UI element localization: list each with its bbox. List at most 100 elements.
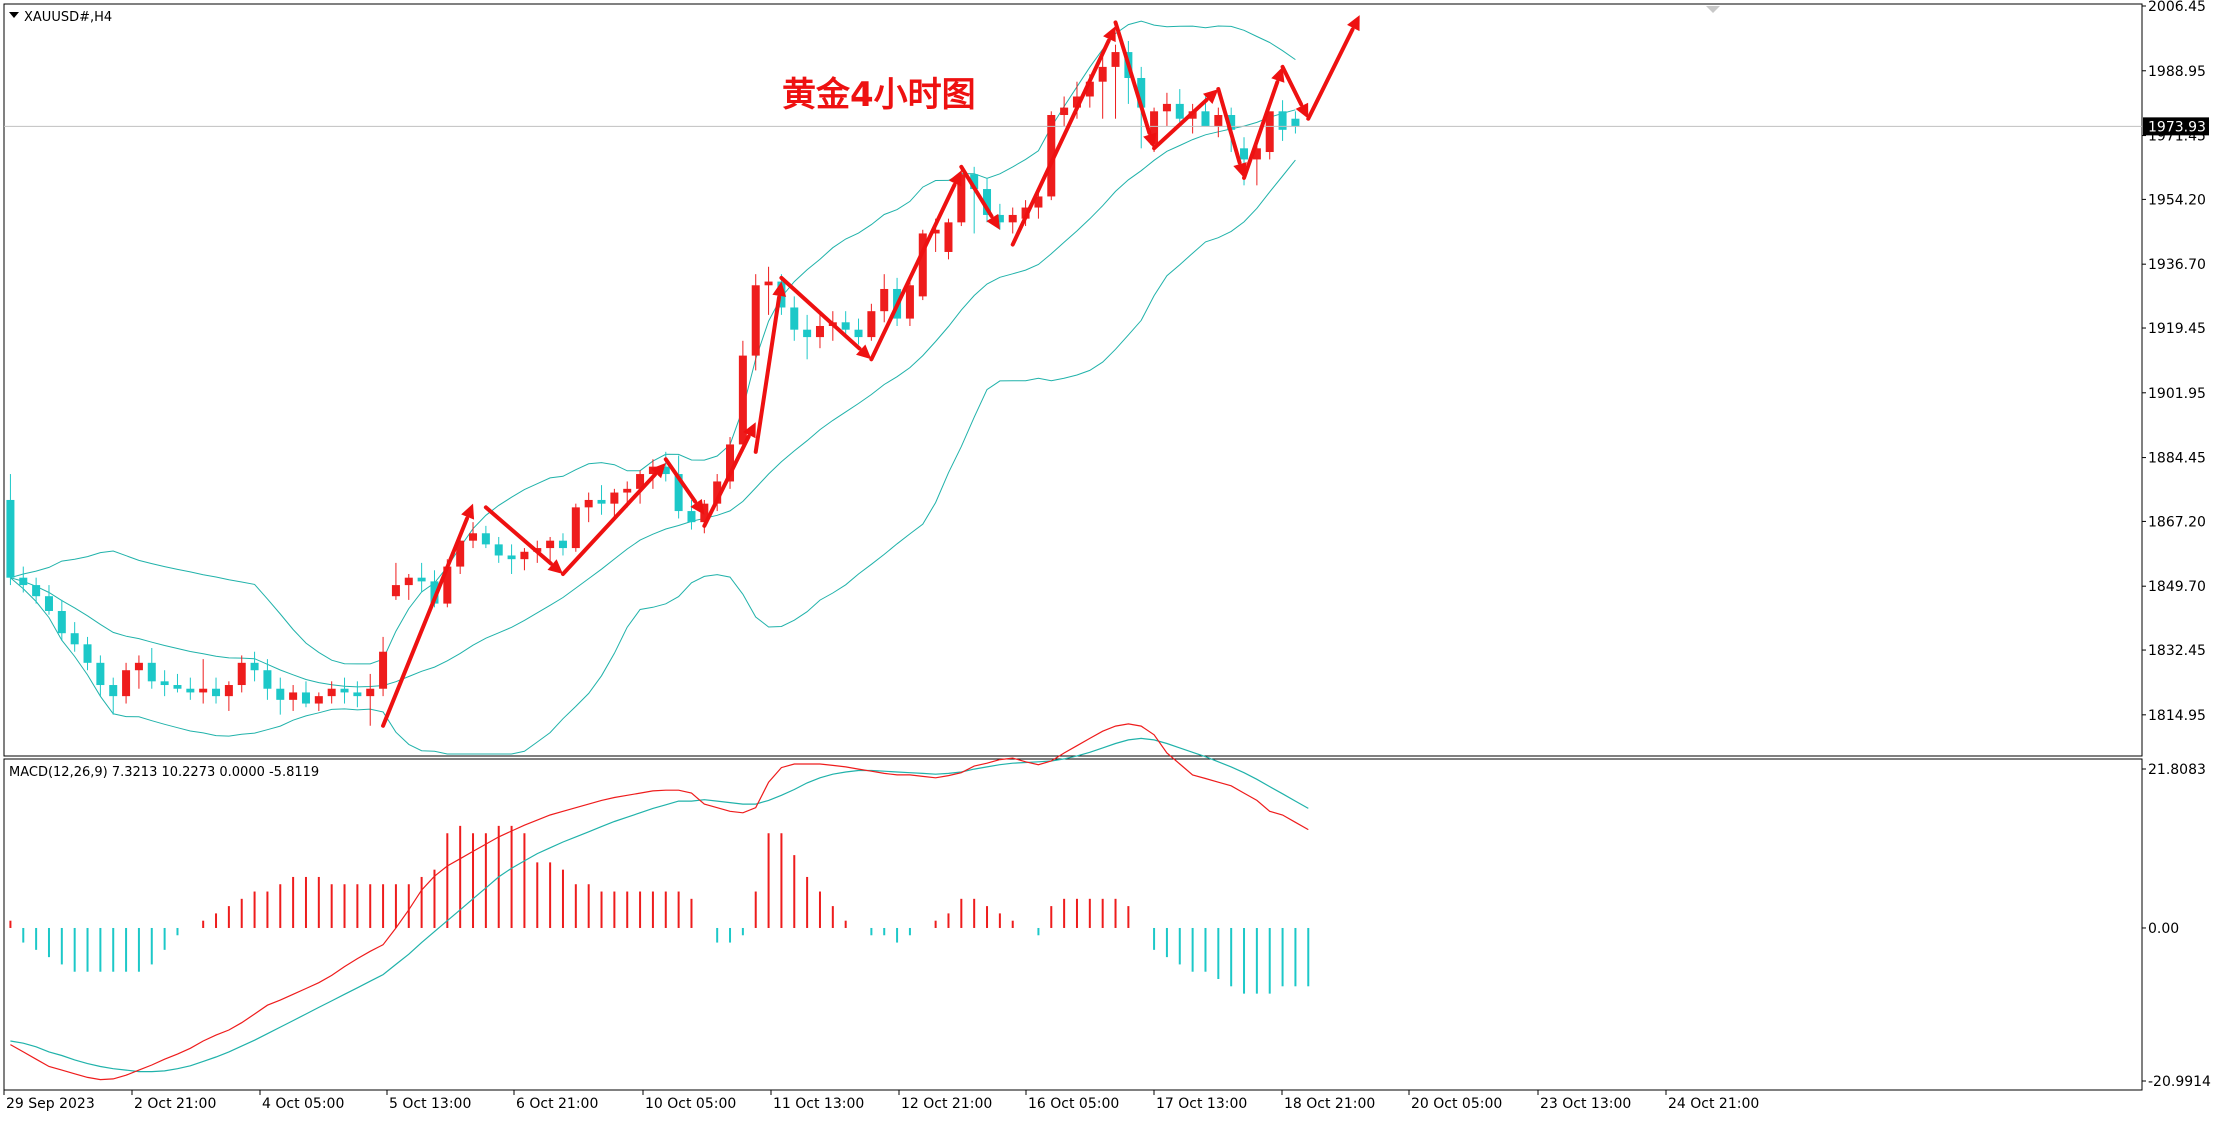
time-tick-label: 11 Oct 13:00 [773, 1096, 864, 1112]
trend-arrow-shaft [869, 182, 957, 362]
price-tick-label: 1849.70 [2148, 579, 2206, 595]
candle-body [1137, 77, 1146, 108]
candle-body [1278, 111, 1287, 130]
candle-body [738, 355, 747, 445]
candle-body [1098, 66, 1107, 82]
candle-body [905, 285, 914, 319]
trend-arrow-shaft [560, 472, 657, 576]
candle-body [661, 466, 670, 475]
time-tick-label: 10 Oct 05:00 [645, 1096, 736, 1112]
candle-body [507, 555, 516, 560]
trend-arrow-head [1143, 132, 1157, 149]
candle-body [1162, 103, 1171, 112]
trend-arrow-head [1347, 15, 1360, 32]
candle-body [391, 585, 400, 597]
trend-arrow-shaft [959, 164, 994, 219]
candle-body [134, 662, 143, 671]
macd-indicator [9, 723, 1310, 1081]
trend-arrow-shaft [1242, 80, 1280, 180]
trend-arrow-head [948, 170, 962, 187]
trend-arrow-shaft [1216, 87, 1242, 165]
macd-panel-frame [3, 758, 2143, 1091]
candle-body [301, 692, 310, 704]
candle-body [790, 307, 799, 330]
candle-body [751, 285, 760, 356]
candle-body [597, 499, 606, 504]
trend-arrow-shaft [1306, 27, 1355, 121]
candle-body [1240, 148, 1249, 160]
bb-middle-line [10, 109, 1296, 688]
candle-body [327, 688, 336, 697]
candle-body [481, 533, 490, 545]
trend-arrow-head [1295, 102, 1309, 119]
time-tick-label: 6 Oct 21:00 [516, 1096, 598, 1112]
trend-arrow-head [772, 281, 787, 297]
candle-body [854, 329, 863, 338]
candle-body [1265, 111, 1274, 153]
candle-body [803, 329, 812, 338]
candle-body [366, 688, 375, 697]
candle-body [19, 577, 28, 586]
candle-body [1085, 81, 1094, 97]
price-tick-label: 1936.70 [2148, 257, 2206, 273]
trend-arrow-shaft [779, 275, 862, 351]
trend-arrow-shaft [381, 516, 470, 728]
candle-body [340, 688, 349, 693]
candle-body [224, 685, 233, 697]
time-tick-label: 23 Oct 13:00 [1540, 1096, 1631, 1112]
candle-body [237, 662, 246, 686]
price-axis: 2006.451988.951971.451954.201936.701919.… [2142, 0, 2209, 724]
trend-arrow-head [1271, 66, 1285, 83]
candle-body [456, 540, 465, 567]
candle-body [443, 566, 452, 604]
candle-body [404, 577, 413, 586]
candle-body [546, 540, 555, 549]
candle-body [1201, 111, 1210, 127]
candle-body [687, 511, 696, 523]
candle-body [995, 214, 1004, 223]
trend-arrow-shaft [483, 505, 553, 566]
candle-body [199, 688, 208, 693]
candle-body [1047, 115, 1056, 197]
trend-arrow-shaft [1010, 38, 1111, 247]
candle-body [1060, 107, 1069, 116]
candle-body [867, 311, 876, 338]
trend-arrow-shaft [1280, 64, 1304, 107]
candle-body [713, 481, 722, 504]
candle-body [1034, 196, 1043, 208]
candle-body [83, 644, 92, 663]
candle-body [674, 474, 683, 512]
candle-body [623, 488, 632, 493]
macd-label: MACD(12,26,9) 7.3213 10.2273 0.0000 -5.8… [9, 765, 319, 780]
candle-body [469, 533, 478, 541]
candle-body [918, 233, 927, 297]
price-tick-label: 1814.95 [2148, 708, 2206, 724]
current-price-label: 1973.93 [2148, 119, 2206, 135]
candle-body [96, 662, 105, 686]
trend-arrow-shaft [753, 295, 782, 454]
candle-body [610, 492, 619, 504]
time-axis: 29 Sep 2023 2 Oct 21:00 4 Oct 05:00 5 Oct 1… [3, 1090, 1759, 1112]
candle-body [1175, 103, 1184, 119]
candle-body [944, 222, 953, 252]
candle-body [70, 633, 79, 645]
candle-body [122, 670, 131, 697]
macd-signal-line [10, 737, 1309, 1073]
trend-arrow-head [650, 462, 666, 479]
candle-body [1150, 111, 1159, 145]
time-tick-label: 18 Oct 21:00 [1284, 1096, 1375, 1112]
trend-arrow-shaft [663, 457, 698, 504]
symbol-menu-icon[interactable] [9, 12, 19, 18]
price-tick-label: 1919.45 [2148, 321, 2206, 337]
trend-arrow-head [1103, 26, 1116, 43]
candle-body [983, 189, 992, 215]
candle-body [289, 692, 298, 700]
candle-body [1252, 148, 1261, 160]
candle-body [970, 174, 979, 190]
candle-body [1291, 118, 1300, 127]
time-tick-label: 24 Oct 21:00 [1668, 1096, 1759, 1112]
shift-marker-icon [1706, 6, 1720, 13]
candle-body [1214, 115, 1223, 127]
macd-main-line [10, 723, 1309, 1081]
candle-body [841, 322, 850, 330]
